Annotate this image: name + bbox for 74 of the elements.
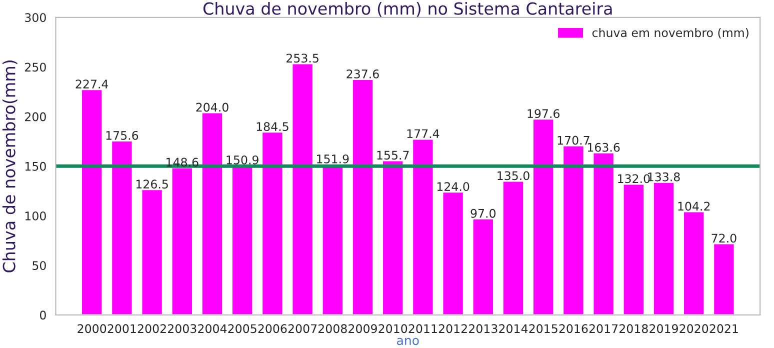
data-label: 72.0: [712, 234, 736, 243]
x-axis-title: ano: [397, 338, 419, 346]
x-tick-label: 2009: [348, 324, 377, 334]
data-label: 132.0: [618, 174, 650, 184]
bar: [622, 183, 645, 315]
bar: [382, 160, 404, 315]
x-tick-label: 2021: [710, 324, 738, 334]
x-tick-label: 2019: [650, 324, 678, 334]
y-tick-label: 150: [25, 162, 46, 171]
x-tick-label: 2018: [619, 324, 648, 334]
bar: [170, 166, 194, 315]
x-tick-label: 2008: [318, 324, 347, 334]
x-tick-label: 2006: [258, 324, 287, 334]
x-tick-label: 2010: [378, 324, 408, 334]
x-tick-label: 2014: [499, 324, 528, 334]
data-label: 204.0: [196, 102, 228, 112]
bar: [562, 144, 585, 315]
x-tick-label: 2013: [468, 324, 498, 334]
bar: [442, 191, 464, 315]
data-label: 97.0: [470, 208, 496, 218]
y-tick-label: 0: [40, 310, 46, 320]
y-tick-label: 200: [25, 112, 46, 122]
x-tick-label: 2001: [108, 324, 136, 334]
x-tick-label: 2017: [589, 324, 618, 334]
x-tick-label: 2012: [438, 324, 467, 334]
y-tick-label: 300: [25, 13, 46, 22]
data-label: 197.6: [528, 109, 560, 118]
bar: [682, 210, 706, 315]
bar: [110, 140, 134, 315]
bar: [502, 180, 524, 315]
data-label: 155.7: [377, 150, 409, 160]
data-label: 135.0: [498, 171, 530, 180]
data-label: 133.8: [648, 172, 680, 182]
y-tick-label: 50: [32, 261, 46, 270]
data-label: 151.9: [317, 154, 349, 164]
bar: [592, 152, 615, 315]
x-tick-label: 2002: [138, 324, 166, 334]
legend-label: chuva em novembro (mm): [592, 28, 748, 39]
bar: [472, 218, 494, 315]
y-tick-label: 250: [25, 62, 46, 72]
data-label: 175.6: [106, 130, 138, 140]
y-tick-label: 100: [25, 211, 46, 220]
data-label: 124.0: [437, 182, 470, 192]
data-label: 163.6: [588, 142, 620, 152]
data-label: 126.5: [136, 180, 168, 189]
data-label: 227.4: [76, 80, 108, 88]
x-tick-label: 2003: [168, 324, 196, 334]
x-tick-label: 2015: [529, 324, 558, 334]
x-tick-label: 2016: [559, 324, 588, 334]
data-label: 177.4: [407, 129, 440, 138]
chart-title: Chuva de novembro (mm) no Sistema Cantareira: [203, 2, 612, 17]
x-tick-label: 2000: [78, 324, 106, 334]
x-tick-label: 2004: [198, 324, 227, 334]
bar: [712, 242, 736, 315]
x-tick-label: 2011: [408, 324, 437, 334]
data-label: 253.5: [286, 54, 318, 63]
bar: [80, 88, 104, 315]
bar: [291, 62, 314, 315]
bar: [261, 131, 284, 315]
data-label: 184.5: [256, 122, 288, 132]
bar: [352, 78, 374, 315]
data-label: 150.9: [226, 155, 258, 164]
data-label: 104.2: [678, 202, 710, 211]
bar: [652, 182, 675, 315]
data-label: 237.6: [346, 69, 379, 78]
x-tick-label: 2005: [228, 324, 256, 334]
bar: [412, 138, 434, 315]
bar: [201, 112, 224, 315]
bar: [532, 118, 555, 315]
x-tick-label: 2007: [288, 324, 317, 334]
x-tick-label: 2020: [680, 324, 708, 334]
y-axis-title: Chuva de novembro(mm): [2, 60, 18, 272]
bar: [140, 188, 164, 315]
data-label: 170.7: [558, 136, 590, 145]
